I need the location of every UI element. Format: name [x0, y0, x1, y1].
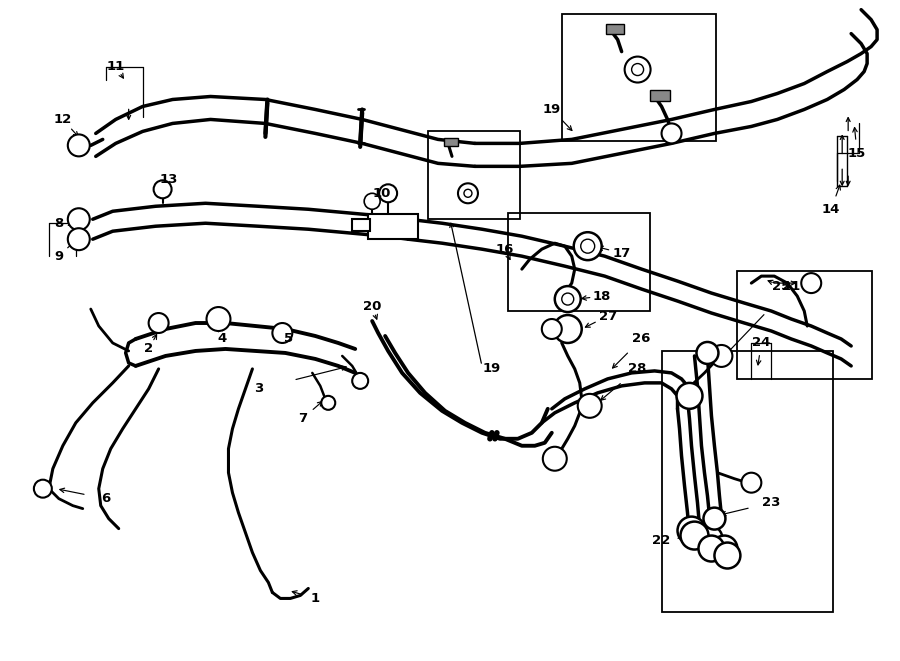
Circle shape — [562, 293, 573, 305]
Circle shape — [542, 319, 562, 339]
Circle shape — [697, 525, 723, 551]
Text: 7: 7 — [298, 412, 307, 425]
Circle shape — [578, 394, 602, 418]
Text: 23: 23 — [762, 496, 780, 509]
Text: 10: 10 — [373, 187, 392, 200]
Text: 28: 28 — [628, 362, 647, 375]
Circle shape — [554, 315, 581, 343]
Circle shape — [625, 57, 651, 83]
Circle shape — [154, 180, 172, 198]
Circle shape — [801, 273, 821, 293]
Text: 2: 2 — [144, 342, 153, 356]
Circle shape — [554, 286, 580, 312]
Circle shape — [677, 383, 703, 409]
Bar — [662, 351, 833, 612]
Circle shape — [68, 134, 90, 157]
Text: 11: 11 — [106, 60, 125, 73]
Text: 9: 9 — [54, 250, 63, 262]
Circle shape — [580, 239, 595, 253]
Circle shape — [458, 183, 478, 204]
Text: 24: 24 — [752, 336, 770, 350]
Bar — [606, 24, 624, 34]
Circle shape — [698, 535, 724, 561]
Text: 20: 20 — [363, 299, 382, 313]
Text: 5: 5 — [284, 332, 292, 346]
Circle shape — [68, 228, 90, 250]
Text: 26: 26 — [633, 332, 651, 346]
Circle shape — [464, 189, 472, 197]
Circle shape — [678, 517, 706, 545]
Text: 6: 6 — [101, 492, 111, 505]
Bar — [737, 271, 872, 379]
Text: 18: 18 — [592, 290, 611, 303]
Text: 21: 21 — [782, 280, 800, 293]
Circle shape — [273, 323, 292, 343]
Text: 15: 15 — [848, 147, 867, 160]
Text: 14: 14 — [822, 203, 841, 215]
Text: 27: 27 — [598, 309, 616, 323]
Circle shape — [742, 473, 761, 492]
Text: 4: 4 — [218, 332, 227, 346]
Bar — [368, 214, 418, 239]
Bar — [508, 214, 650, 311]
Circle shape — [206, 307, 230, 331]
Circle shape — [697, 342, 718, 364]
Circle shape — [34, 480, 52, 498]
Text: 22: 22 — [652, 534, 670, 547]
Circle shape — [68, 208, 90, 230]
Bar — [650, 89, 670, 102]
Circle shape — [704, 508, 725, 529]
Text: 12: 12 — [54, 113, 72, 126]
Circle shape — [573, 232, 602, 260]
Bar — [352, 219, 370, 231]
Circle shape — [711, 535, 737, 561]
Text: 8: 8 — [54, 217, 63, 230]
Circle shape — [715, 543, 741, 568]
Text: 1: 1 — [310, 592, 320, 605]
Circle shape — [379, 184, 397, 202]
Circle shape — [662, 124, 681, 143]
Circle shape — [632, 63, 644, 75]
Circle shape — [710, 345, 733, 367]
Circle shape — [364, 193, 380, 210]
Text: 25: 25 — [772, 280, 790, 293]
Text: 17: 17 — [613, 247, 631, 260]
Text: 19: 19 — [482, 362, 501, 375]
Circle shape — [543, 447, 567, 471]
Circle shape — [352, 373, 368, 389]
Bar — [444, 138, 458, 146]
Text: 3: 3 — [254, 382, 263, 395]
Text: 19: 19 — [543, 103, 561, 116]
Circle shape — [321, 396, 335, 410]
Circle shape — [148, 313, 168, 333]
Bar — [428, 132, 520, 219]
Text: 13: 13 — [159, 173, 178, 186]
Text: 16: 16 — [496, 243, 514, 256]
Circle shape — [680, 522, 708, 549]
Bar — [562, 14, 716, 141]
